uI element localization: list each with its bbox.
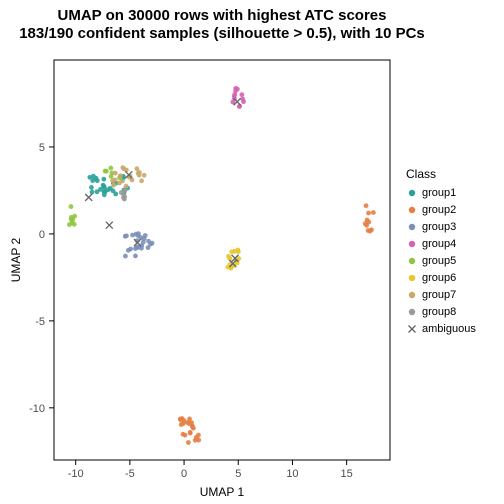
legend-item-group8: group8: [422, 306, 456, 318]
svg-text:-5: -5: [125, 468, 135, 480]
svg-text:-5: -5: [35, 316, 45, 328]
point-group5: [108, 166, 113, 171]
legend-item-group1: group1: [422, 187, 456, 199]
point-group5: [69, 204, 74, 209]
point-group3: [123, 254, 128, 259]
point-group1: [102, 192, 107, 197]
point-group5: [109, 174, 114, 179]
point-group2: [366, 228, 371, 233]
point-group4: [233, 88, 238, 93]
legend-item-group7: group7: [422, 289, 456, 301]
svg-text:0: 0: [181, 468, 187, 480]
point-group2: [193, 438, 198, 443]
plot-panel: [54, 60, 390, 460]
point-group3: [139, 246, 144, 251]
y-axis-label: UMAP 2: [9, 237, 23, 282]
point-group2: [188, 430, 193, 435]
point-group3: [124, 233, 129, 238]
point-group5: [70, 220, 75, 225]
svg-text:-10: -10: [29, 403, 45, 415]
point-group3: [148, 242, 153, 247]
svg-text:10: 10: [286, 468, 298, 480]
svg-text:15: 15: [341, 468, 353, 480]
point-group1: [102, 185, 107, 190]
legend-item-group6: group6: [422, 272, 456, 284]
point-group3: [126, 248, 131, 253]
chart-title-line1: UMAP on 30000 rows with highest ATC scor…: [58, 7, 387, 24]
legend-title: Class: [406, 167, 436, 181]
svg-text:5: 5: [235, 468, 241, 480]
point-group4: [241, 99, 246, 104]
chart-title-line2: 183/190 confident samples (silhouette > …: [19, 25, 425, 42]
legend-item-group2: group2: [422, 204, 456, 216]
point-group5: [104, 169, 109, 174]
point-group7: [113, 171, 118, 176]
legend-item-group3: group3: [422, 221, 456, 233]
legend-item-group4: group4: [422, 238, 456, 250]
point-group6: [226, 254, 231, 259]
legend-item-group5: group5: [422, 255, 456, 267]
scatter-plot: UMAP on 30000 rows with highest ATC scor…: [0, 0, 504, 504]
svg-text:5: 5: [39, 142, 45, 154]
svg-text:0: 0: [39, 229, 45, 241]
point-group4: [239, 92, 244, 97]
point-group7: [110, 178, 115, 183]
point-group2: [181, 432, 186, 437]
legend: Class group1 group2 group3 group4 group5 group…: [406, 167, 476, 335]
point-group2: [364, 203, 369, 208]
point-group1: [108, 186, 113, 191]
point-group7: [139, 178, 144, 183]
x-axis: -10 -5 0 5 10 15: [68, 460, 353, 480]
point-group6: [232, 249, 237, 254]
point-group2: [181, 421, 186, 426]
point-group1: [89, 185, 94, 190]
point-group2: [187, 421, 192, 426]
point-group7: [120, 165, 125, 170]
point-group3: [133, 254, 138, 259]
point-group1: [90, 190, 95, 195]
point-group2: [371, 210, 376, 215]
point-group1: [101, 177, 106, 182]
point-group2: [178, 417, 183, 422]
point-group1: [113, 192, 118, 197]
y-axis: -10 -5 0 5: [29, 142, 54, 415]
point-group7: [117, 181, 122, 186]
point-group7: [111, 183, 116, 188]
point-group1: [95, 178, 100, 183]
x-axis-label: UMAP 1: [200, 485, 245, 499]
point-group7: [118, 173, 123, 178]
point-group5: [69, 215, 74, 220]
point-group7: [135, 166, 140, 171]
point-group2: [366, 211, 371, 216]
svg-text:-10: -10: [68, 468, 84, 480]
point-group7: [124, 184, 129, 189]
point-group2: [366, 220, 371, 225]
legend-item-ambiguous: ambiguous: [422, 323, 476, 335]
point-group7: [137, 173, 142, 178]
point-group1: [95, 189, 100, 194]
point-group7: [142, 173, 147, 178]
point-group8: [122, 194, 127, 199]
point-group2: [186, 440, 191, 445]
point-group8: [122, 188, 127, 193]
point-group3: [142, 236, 147, 241]
point-group1: [87, 175, 92, 180]
